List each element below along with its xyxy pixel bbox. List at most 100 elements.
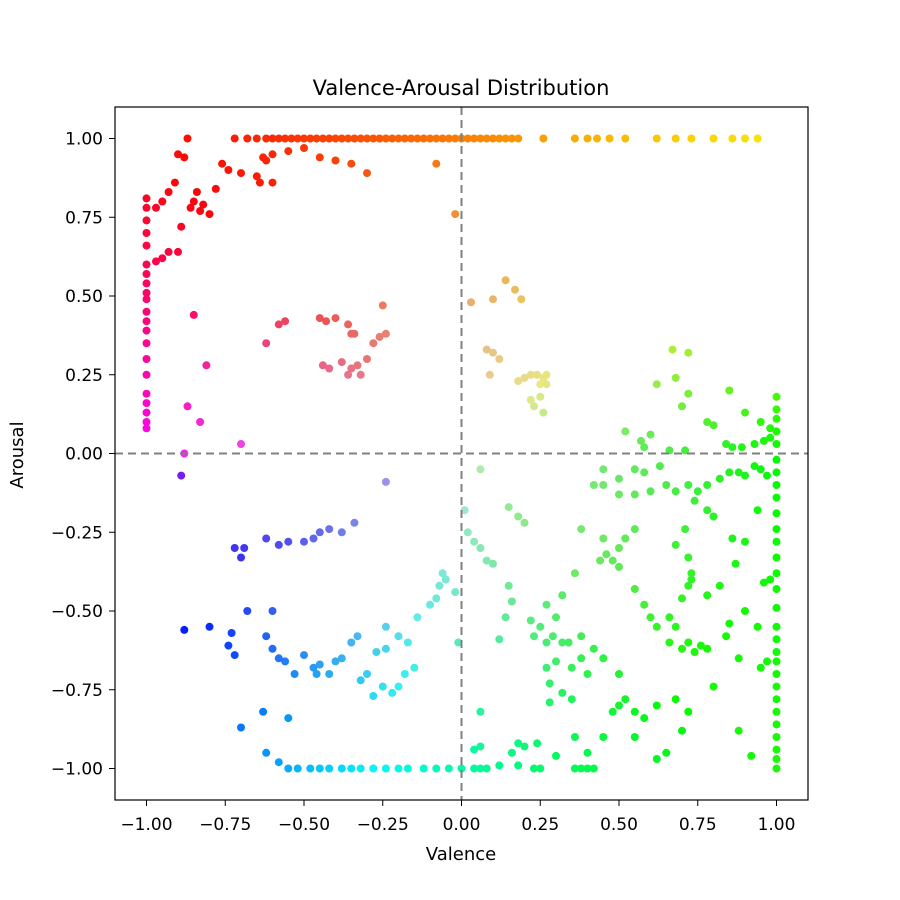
data-point bbox=[284, 147, 293, 156]
data-point bbox=[687, 569, 696, 578]
data-point bbox=[671, 540, 680, 549]
data-point bbox=[608, 556, 617, 565]
data-point bbox=[315, 153, 324, 162]
data-point bbox=[381, 134, 390, 143]
data-point bbox=[300, 144, 308, 152]
data-point bbox=[142, 307, 151, 316]
data-point bbox=[536, 392, 545, 401]
data-point bbox=[363, 169, 371, 178]
data-point bbox=[772, 553, 781, 562]
data-point bbox=[356, 134, 365, 143]
data-point bbox=[665, 613, 674, 622]
data-point bbox=[489, 559, 497, 568]
data-point bbox=[237, 723, 245, 732]
data-point bbox=[514, 739, 523, 748]
data-point bbox=[432, 134, 441, 143]
x-axis-title: Valence bbox=[426, 844, 496, 865]
data-point bbox=[325, 670, 334, 678]
data-point bbox=[274, 320, 283, 329]
data-point bbox=[224, 166, 233, 174]
data-point bbox=[772, 509, 781, 518]
data-point bbox=[671, 695, 680, 704]
data-point bbox=[426, 600, 434, 609]
y-tick-label: −0.75 bbox=[51, 681, 103, 701]
data-point bbox=[375, 332, 384, 341]
data-point bbox=[262, 632, 271, 641]
data-point bbox=[621, 427, 630, 436]
data-point bbox=[558, 638, 567, 647]
data-point bbox=[315, 314, 324, 323]
data-point bbox=[542, 663, 551, 672]
data-point bbox=[703, 506, 712, 515]
data-point bbox=[451, 134, 460, 143]
data-point bbox=[684, 707, 693, 716]
data-point bbox=[331, 156, 340, 165]
data-point bbox=[444, 134, 453, 143]
data-point bbox=[268, 150, 277, 159]
data-point bbox=[766, 575, 775, 584]
data-point bbox=[293, 134, 302, 143]
data-point bbox=[741, 607, 749, 615]
data-point bbox=[413, 134, 422, 143]
data-point bbox=[756, 663, 765, 672]
data-point bbox=[678, 644, 686, 653]
data-point bbox=[728, 134, 737, 143]
data-point bbox=[684, 348, 693, 357]
data-point bbox=[608, 707, 617, 716]
data-point bbox=[615, 544, 623, 552]
data-point bbox=[589, 764, 598, 773]
data-point bbox=[369, 134, 378, 143]
data-point bbox=[344, 134, 353, 143]
data-point bbox=[470, 745, 479, 754]
data-point bbox=[230, 134, 239, 143]
data-point bbox=[444, 764, 453, 773]
data-point bbox=[347, 159, 356, 168]
data-point bbox=[605, 134, 614, 143]
data-point bbox=[520, 742, 529, 751]
data-point bbox=[536, 622, 545, 631]
data-point bbox=[504, 581, 513, 590]
y-tick-label: 1.00 bbox=[65, 130, 103, 150]
data-point bbox=[470, 764, 479, 773]
data-point bbox=[772, 405, 781, 414]
data-point bbox=[315, 660, 324, 669]
data-point bbox=[230, 651, 239, 660]
data-point bbox=[347, 638, 356, 647]
data-point bbox=[189, 197, 198, 206]
data-point bbox=[463, 134, 472, 143]
data-point bbox=[548, 632, 557, 641]
data-point bbox=[369, 339, 378, 348]
data-point bbox=[615, 474, 623, 483]
data-point bbox=[142, 241, 151, 250]
data-point bbox=[552, 751, 560, 760]
y-tick-label: 0.25 bbox=[65, 366, 103, 386]
data-point bbox=[394, 134, 403, 143]
data-point bbox=[142, 424, 151, 433]
data-point bbox=[514, 377, 523, 386]
data-point bbox=[756, 418, 765, 426]
x-tick-label: 0.00 bbox=[443, 815, 481, 835]
data-point bbox=[350, 518, 359, 527]
data-point bbox=[331, 657, 340, 666]
data-point bbox=[476, 742, 485, 751]
data-point bbox=[356, 676, 365, 685]
data-point bbox=[381, 477, 390, 486]
data-point bbox=[690, 648, 699, 656]
x-tick-label: 0.50 bbox=[600, 815, 638, 835]
data-point bbox=[318, 134, 327, 143]
data-point bbox=[331, 314, 340, 323]
data-point bbox=[142, 326, 151, 335]
data-point bbox=[262, 748, 271, 757]
data-point bbox=[514, 512, 523, 521]
data-point bbox=[759, 436, 768, 445]
data-point bbox=[734, 726, 743, 735]
data-point bbox=[684, 553, 693, 562]
data-point bbox=[318, 361, 327, 370]
data-point bbox=[684, 638, 693, 647]
data-point bbox=[356, 370, 365, 379]
data-point bbox=[369, 692, 378, 700]
data-point bbox=[309, 534, 318, 543]
data-point bbox=[164, 188, 173, 196]
y-tick-label: 0.00 bbox=[65, 445, 103, 465]
data-point bbox=[703, 418, 712, 426]
